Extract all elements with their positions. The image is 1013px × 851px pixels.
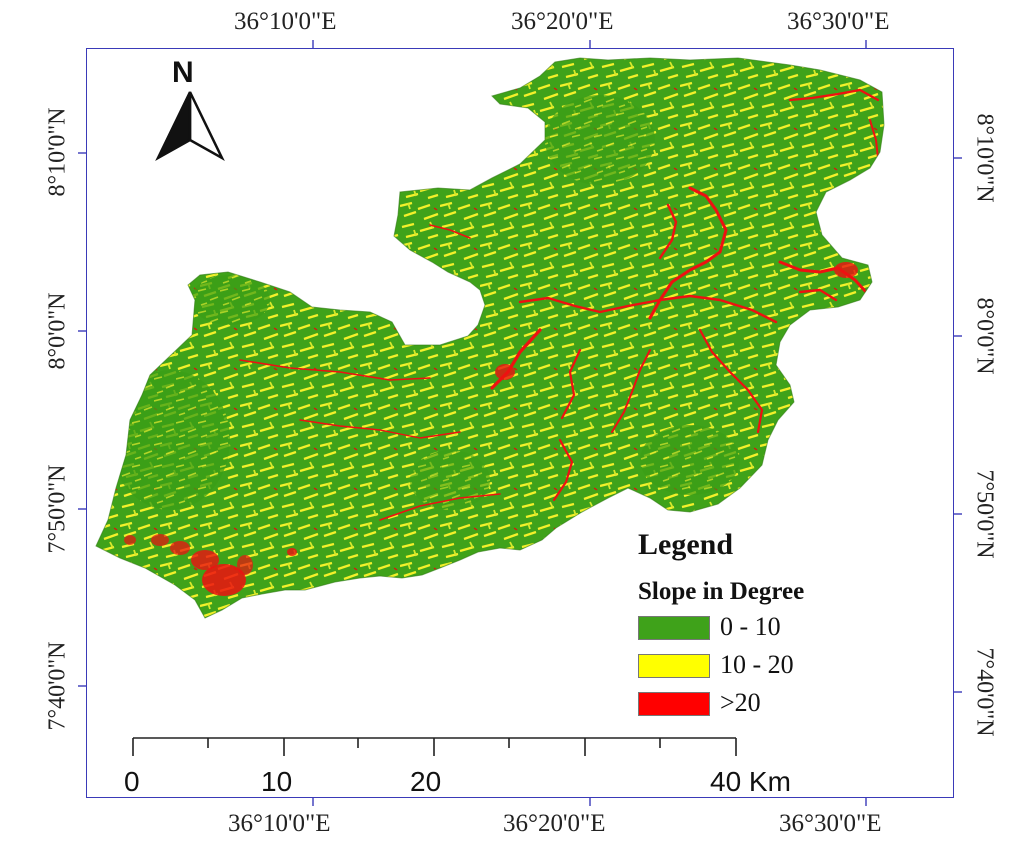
scale-bar xyxy=(132,737,737,756)
scale-label: 10 xyxy=(261,766,293,797)
scale-label: 20 xyxy=(410,766,442,797)
north-label: N xyxy=(172,56,194,89)
graticule-ticks xyxy=(78,40,962,806)
top-longitude-label: 36°10'0"E xyxy=(234,8,337,35)
legend-swatch-medium xyxy=(638,654,710,678)
bottom-longitude-label: 36°10'0"E xyxy=(228,810,331,837)
legend-title: Legend xyxy=(638,528,734,561)
legend-swatch-high xyxy=(638,692,710,716)
top-longitude-label: 36°20'0"E xyxy=(511,8,614,35)
legend-swatch-low xyxy=(638,616,710,640)
legend-label: 10 - 20 xyxy=(720,650,794,679)
bottom-longitude-label: 36°20'0"E xyxy=(503,810,606,837)
legend-subtitle: Slope in Degree xyxy=(638,578,805,605)
north-arrow-icon xyxy=(155,91,225,162)
top-longitude-label: 36°30'0"E xyxy=(787,8,890,35)
scale-label: 0 xyxy=(124,766,140,797)
bottom-longitude-label: 36°30'0"E xyxy=(779,810,882,837)
map-frame xyxy=(86,48,954,798)
slope-raster xyxy=(95,57,885,619)
legend-label: 0 - 10 xyxy=(720,612,781,641)
legend-label: >20 xyxy=(720,688,761,717)
scale-label: 40 Km xyxy=(710,766,791,797)
